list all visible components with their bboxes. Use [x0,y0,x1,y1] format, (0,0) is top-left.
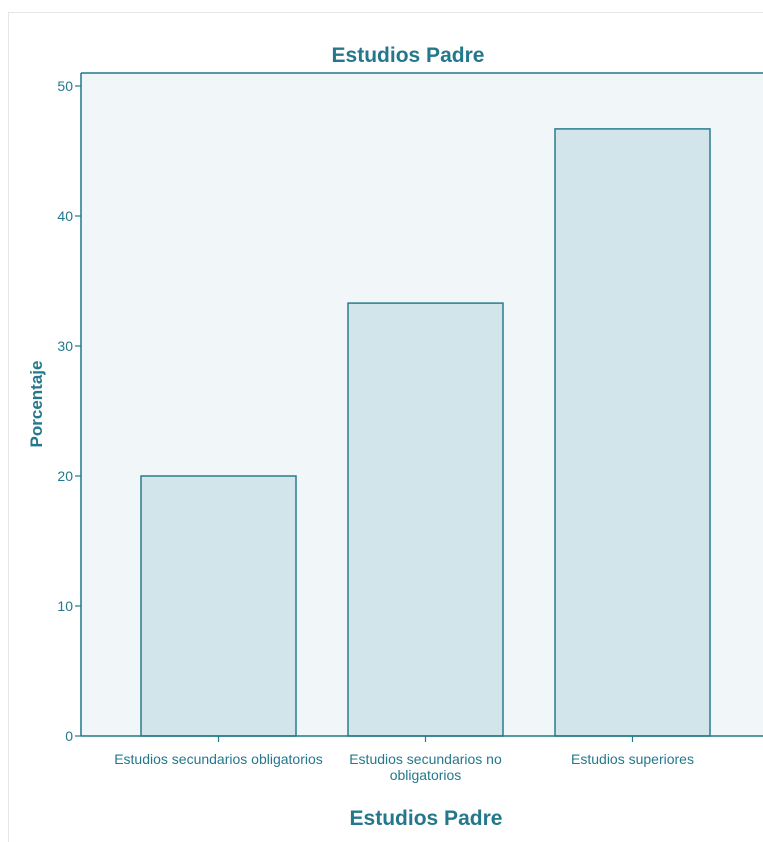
y-axis: 0 10 20 30 40 50 [57,72,763,744]
y-tick-label: 50 [57,78,73,94]
y-tick-label: 10 [57,598,73,614]
x-axis-title: Estudios Padre [350,807,503,830]
x-tick-label: Estudios secundarios obligatorios [114,751,323,767]
y-axis-title: Porcentaje [27,361,46,448]
bar-1 [140,475,297,737]
y-tick-label: 20 [57,468,73,484]
x-tick-label: Estudios secundarios no [349,751,502,767]
y-tick-label: 40 [57,208,73,224]
bars-group [140,128,711,737]
x-axis: Estudios secundarios obligatorios Estudio… [81,735,763,783]
chart-title: Estudios Padre [332,44,485,67]
y-tick-label: 0 [65,728,73,744]
y-tick-label: 30 [57,338,73,354]
bar-3 [554,128,711,737]
bar-2 [347,302,504,737]
x-tick-label: obligatorios [390,767,462,783]
x-tick-label: Estudios superiores [571,751,694,767]
